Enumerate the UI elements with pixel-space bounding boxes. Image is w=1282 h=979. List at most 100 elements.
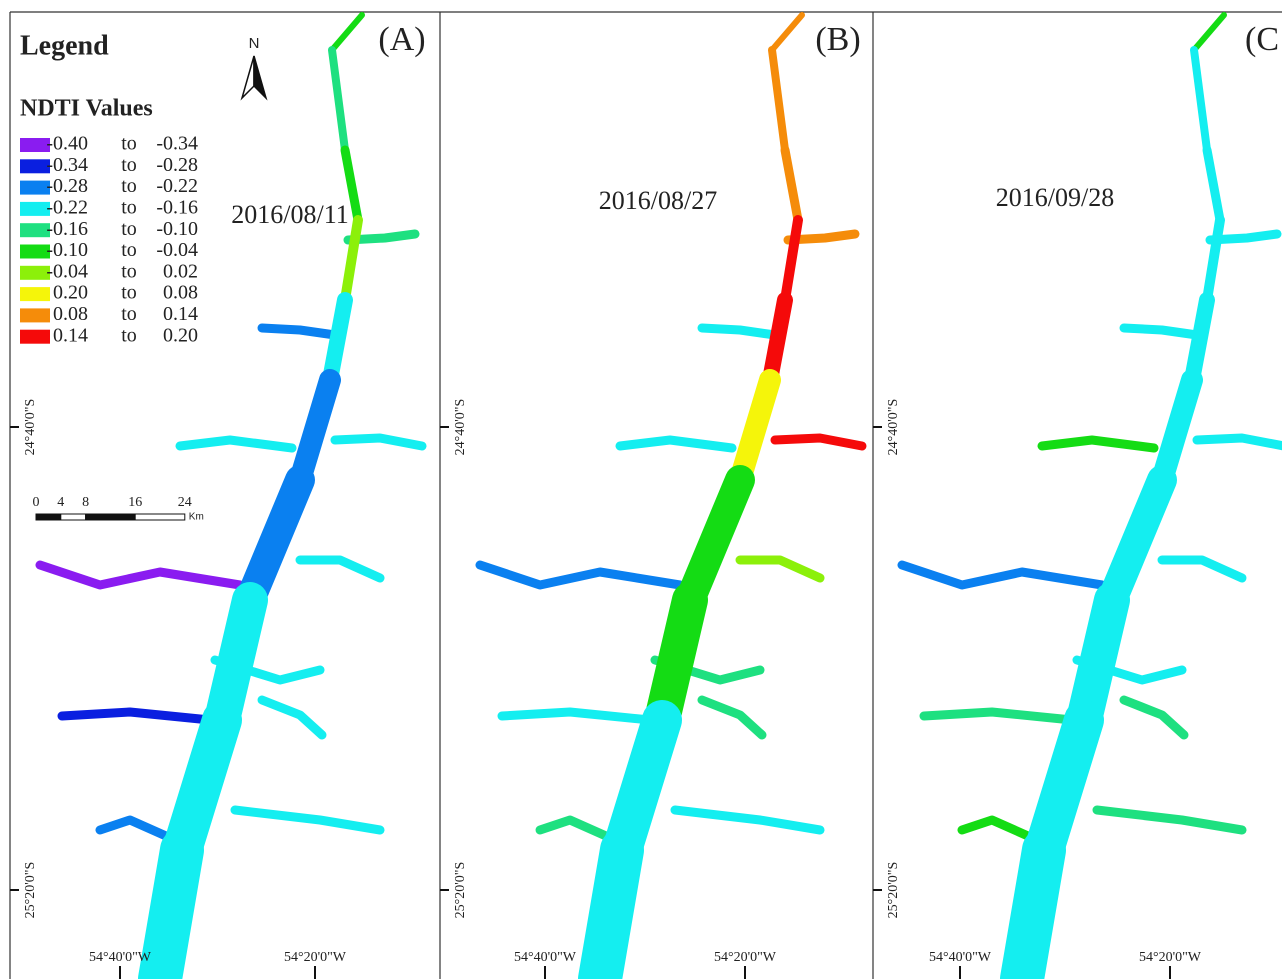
scale-bar: 0 4 8 16 24 Km: [33, 495, 204, 522]
legend-to: -0.04: [156, 239, 198, 261]
legend-connector: to: [121, 196, 137, 218]
tributary: [1037, 435, 1159, 453]
legend-to: 0.20: [163, 324, 198, 346]
tributary: [783, 229, 860, 245]
river-segment: [1202, 145, 1225, 225]
river-segment: [1151, 369, 1203, 491]
scale-label: 16: [128, 495, 142, 510]
legend-connector: to: [121, 154, 137, 176]
river-segment: [602, 700, 682, 870]
legend-from: -0.40: [46, 133, 88, 155]
panel-date: 2016/09/28: [996, 183, 1114, 212]
tributary: [535, 815, 620, 845]
scale-label: 0: [33, 495, 40, 510]
panel-label: (B): [815, 21, 860, 58]
river-segment: [340, 145, 363, 225]
tributary: [670, 805, 825, 835]
lon-label: 54°40'0"W: [89, 950, 152, 965]
legend-from: -0.16: [46, 218, 88, 240]
tributary: [770, 433, 867, 451]
river-segment: [340, 215, 363, 305]
tributary: [175, 435, 297, 453]
legend-connector: to: [121, 218, 137, 240]
tributary: [475, 560, 685, 590]
legend-subtitle: NDTI Values: [20, 96, 153, 122]
scale-segment: [134, 513, 186, 521]
tributary: [697, 695, 767, 740]
river-segment: [644, 582, 708, 738]
river-segment: [204, 582, 268, 738]
panel-date: 2016/08/11: [231, 200, 348, 229]
river-segment: [578, 828, 644, 979]
river-segment: [1097, 465, 1177, 615]
river-segment: [328, 46, 349, 154]
lon-label: 54°40'0"W: [929, 950, 992, 965]
legend-to: -0.16: [156, 196, 198, 218]
panel-label: (A): [378, 21, 425, 58]
river-segment: [289, 369, 341, 491]
reservoir: [35, 12, 427, 979]
legend-to: -0.10: [156, 218, 198, 240]
scale-label: 4: [57, 495, 64, 510]
tributary: [1119, 695, 1189, 740]
lat-label: 25°20'0"S: [23, 862, 38, 919]
tributary: [497, 707, 655, 725]
legend-swatch: [20, 329, 50, 344]
scale-unit: Km: [189, 512, 204, 523]
panel-label: (C: [1245, 21, 1279, 58]
tributary: [1205, 229, 1282, 245]
legend-connector: to: [121, 260, 137, 282]
tributary: [919, 707, 1077, 725]
legend-from: -0.04: [46, 260, 88, 282]
panel-date: 2016/08/27: [599, 186, 717, 215]
river-segment: [322, 292, 353, 388]
legend-from: 0.20: [53, 282, 88, 304]
tributary: [330, 433, 427, 451]
legend-from: -0.22: [46, 196, 88, 218]
legend-swatch: [20, 201, 50, 216]
legend-swatch: [20, 223, 50, 238]
legend-from: -0.28: [46, 175, 88, 197]
legend-to: -0.34: [156, 133, 198, 155]
legend-swatch: [20, 265, 50, 280]
legend-swatch: [20, 138, 50, 152]
tributary: [343, 229, 420, 245]
legend-connector: to: [121, 324, 137, 346]
panels: (A) 2016/08/11 24°40'0"S 25°20'0"S 54°40'0"W…: [10, 21, 1279, 979]
tributary: [1157, 555, 1247, 583]
tributary: [257, 323, 340, 340]
river-segment: [1066, 582, 1130, 738]
lon-label: 54°20'0"W: [714, 950, 777, 965]
tributary: [1192, 433, 1282, 451]
scale-label: 8: [82, 495, 89, 510]
legend-connector: to: [121, 303, 137, 325]
reservoirs: [35, 12, 1282, 979]
river-segment: [762, 292, 793, 388]
legend-to: 0.02: [163, 260, 198, 282]
tributary: [257, 695, 327, 740]
legend-title: Legend: [20, 30, 109, 61]
legend-to: 0.08: [163, 282, 198, 304]
lat-label: 24°40'0"S: [23, 399, 38, 456]
river-segment: [1190, 46, 1211, 154]
river-segment: [1202, 215, 1225, 305]
scale-segment: [60, 513, 87, 521]
legend-to: -0.22: [156, 175, 198, 197]
legend-from: -0.34: [46, 154, 88, 176]
lat-label: 25°20'0"S: [453, 862, 468, 919]
scale-segment: [35, 513, 62, 521]
north-label: N: [249, 35, 260, 52]
tributary: [1092, 805, 1247, 835]
river-segment: [768, 46, 789, 154]
legend-swatch: [20, 159, 50, 174]
legend-connector: to: [121, 282, 137, 304]
lon-label: 54°20'0"W: [284, 950, 347, 965]
river-segment: [1191, 12, 1227, 53]
river-segment: [769, 12, 805, 53]
legend: -0.40 to -0.34 -0.34 to -0.28 -0.28 to -0.22 -0.2…: [20, 133, 198, 346]
lat-label: 25°20'0"S: [886, 862, 901, 919]
tributary: [897, 560, 1107, 590]
reservoir: [475, 12, 867, 979]
lon-label: 54°20'0"W: [1139, 950, 1202, 965]
